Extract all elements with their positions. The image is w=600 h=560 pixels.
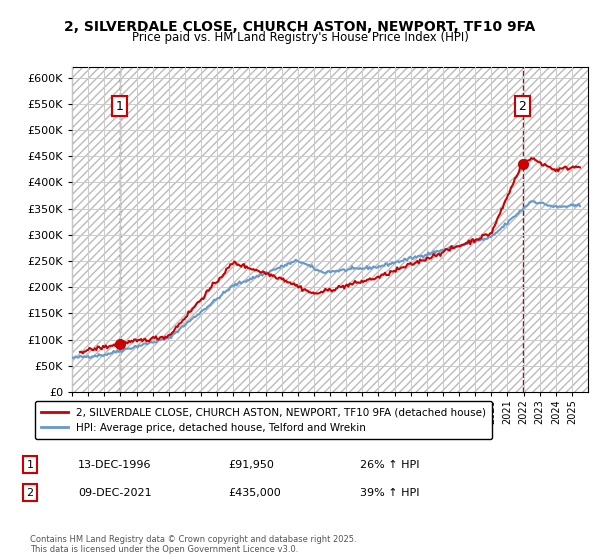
Text: 2: 2: [518, 100, 526, 113]
Text: £91,950: £91,950: [228, 460, 274, 470]
Text: 13-DEC-1996: 13-DEC-1996: [78, 460, 151, 470]
Text: 26% ↑ HPI: 26% ↑ HPI: [360, 460, 419, 470]
Text: 2: 2: [26, 488, 34, 498]
Legend: 2, SILVERDALE CLOSE, CHURCH ASTON, NEWPORT, TF10 9FA (detached house), HPI: Aver: 2, SILVERDALE CLOSE, CHURCH ASTON, NEWPO…: [35, 401, 492, 439]
Text: Contains HM Land Registry data © Crown copyright and database right 2025.
This d: Contains HM Land Registry data © Crown c…: [30, 535, 356, 554]
Text: Price paid vs. HM Land Registry's House Price Index (HPI): Price paid vs. HM Land Registry's House …: [131, 31, 469, 44]
Text: 1: 1: [26, 460, 34, 470]
Text: 2, SILVERDALE CLOSE, CHURCH ASTON, NEWPORT, TF10 9FA: 2, SILVERDALE CLOSE, CHURCH ASTON, NEWPO…: [64, 20, 536, 34]
Text: 39% ↑ HPI: 39% ↑ HPI: [360, 488, 419, 498]
Text: 1: 1: [116, 100, 124, 113]
Text: 09-DEC-2021: 09-DEC-2021: [78, 488, 152, 498]
Text: £435,000: £435,000: [228, 488, 281, 498]
